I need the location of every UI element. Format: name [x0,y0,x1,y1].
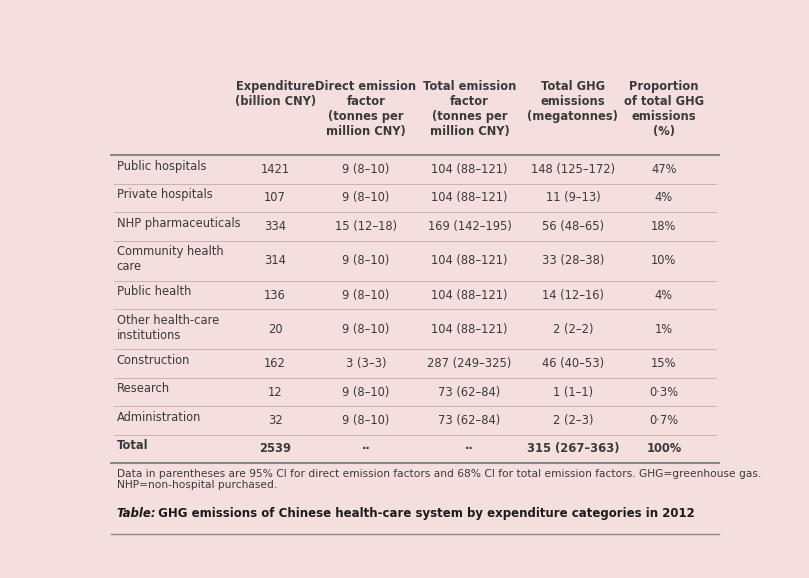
Text: 162: 162 [265,357,286,370]
Text: Proportion
of total GHG
emissions
(%): Proportion of total GHG emissions (%) [624,80,704,138]
Text: 9 (8–10): 9 (8–10) [342,163,390,176]
Text: 314: 314 [265,254,286,267]
Text: 15 (12–18): 15 (12–18) [335,220,397,233]
Text: 9 (8–10): 9 (8–10) [342,254,390,267]
Text: Community health
care: Community health care [116,245,223,273]
Text: 15%: 15% [651,357,676,370]
Text: Total emission
factor
(tonnes per
million CNY): Total emission factor (tonnes per millio… [423,80,516,138]
Text: 107: 107 [265,191,286,205]
Text: ··: ·· [465,443,474,455]
Text: Data in parentheses are 95% CI for direct emission factors and 68% CI for total : Data in parentheses are 95% CI for direc… [116,469,761,490]
Text: 104 (88–121): 104 (88–121) [431,323,508,336]
Text: 73 (62–84): 73 (62–84) [438,386,501,398]
Text: 4%: 4% [654,288,673,302]
Text: Direct emission
factor
(tonnes per
million CNY): Direct emission factor (tonnes per milli… [316,80,417,138]
Text: Public hospitals: Public hospitals [116,160,206,173]
Text: Total GHG
emissions
(megatonnes): Total GHG emissions (megatonnes) [527,80,618,123]
Text: 0·3%: 0·3% [650,386,679,398]
Text: 3 (3–3): 3 (3–3) [345,357,386,370]
Text: Research: Research [116,382,170,395]
Text: Expenditure
(billion CNY): Expenditure (billion CNY) [235,80,316,108]
Text: 1421: 1421 [260,163,290,176]
Text: NHP pharmaceuticals: NHP pharmaceuticals [116,217,240,229]
Text: ··: ·· [362,443,371,455]
Text: 9 (8–10): 9 (8–10) [342,191,390,205]
Text: 10%: 10% [651,254,676,267]
Text: 33 (28–38): 33 (28–38) [542,254,604,267]
Text: 1%: 1% [654,323,673,336]
Text: 169 (142–195): 169 (142–195) [427,220,511,233]
Text: Public health: Public health [116,285,191,298]
Text: 2 (2–3): 2 (2–3) [553,414,593,427]
Text: 46 (40–53): 46 (40–53) [542,357,604,370]
Text: 136: 136 [265,288,286,302]
Text: 47%: 47% [651,163,676,176]
Text: Table:: Table: [116,507,156,520]
Text: 73 (62–84): 73 (62–84) [438,414,501,427]
Text: 287 (249–325): 287 (249–325) [427,357,511,370]
Text: 1 (1–1): 1 (1–1) [553,386,593,398]
Text: GHG emissions of Chinese health-care system by expenditure categories in 2012: GHG emissions of Chinese health-care sys… [155,507,695,520]
Text: 104 (88–121): 104 (88–121) [431,191,508,205]
Text: 20: 20 [268,323,282,336]
Text: 9 (8–10): 9 (8–10) [342,386,390,398]
Text: 2 (2–2): 2 (2–2) [553,323,593,336]
Text: Administration: Administration [116,411,201,424]
Text: 14 (12–16): 14 (12–16) [542,288,604,302]
Text: Total: Total [116,439,148,452]
Text: 104 (88–121): 104 (88–121) [431,288,508,302]
Text: 334: 334 [264,220,286,233]
Text: 9 (8–10): 9 (8–10) [342,414,390,427]
Text: 18%: 18% [651,220,676,233]
Text: 315 (267–363): 315 (267–363) [527,443,619,455]
Text: 104 (88–121): 104 (88–121) [431,254,508,267]
Text: 56 (48–65): 56 (48–65) [542,220,604,233]
Text: 9 (8–10): 9 (8–10) [342,288,390,302]
Text: Private hospitals: Private hospitals [116,188,213,201]
Text: 11 (9–13): 11 (9–13) [545,191,600,205]
Text: 100%: 100% [646,443,681,455]
Text: Construction: Construction [116,354,190,367]
Text: 148 (125–172): 148 (125–172) [531,163,615,176]
Text: 12: 12 [268,386,282,398]
Text: 104 (88–121): 104 (88–121) [431,163,508,176]
Text: Other health-care
institutions: Other health-care institutions [116,314,219,342]
Text: 0·7%: 0·7% [650,414,679,427]
Text: 2539: 2539 [259,443,291,455]
Text: 9 (8–10): 9 (8–10) [342,323,390,336]
Text: 4%: 4% [654,191,673,205]
Text: 32: 32 [268,414,282,427]
